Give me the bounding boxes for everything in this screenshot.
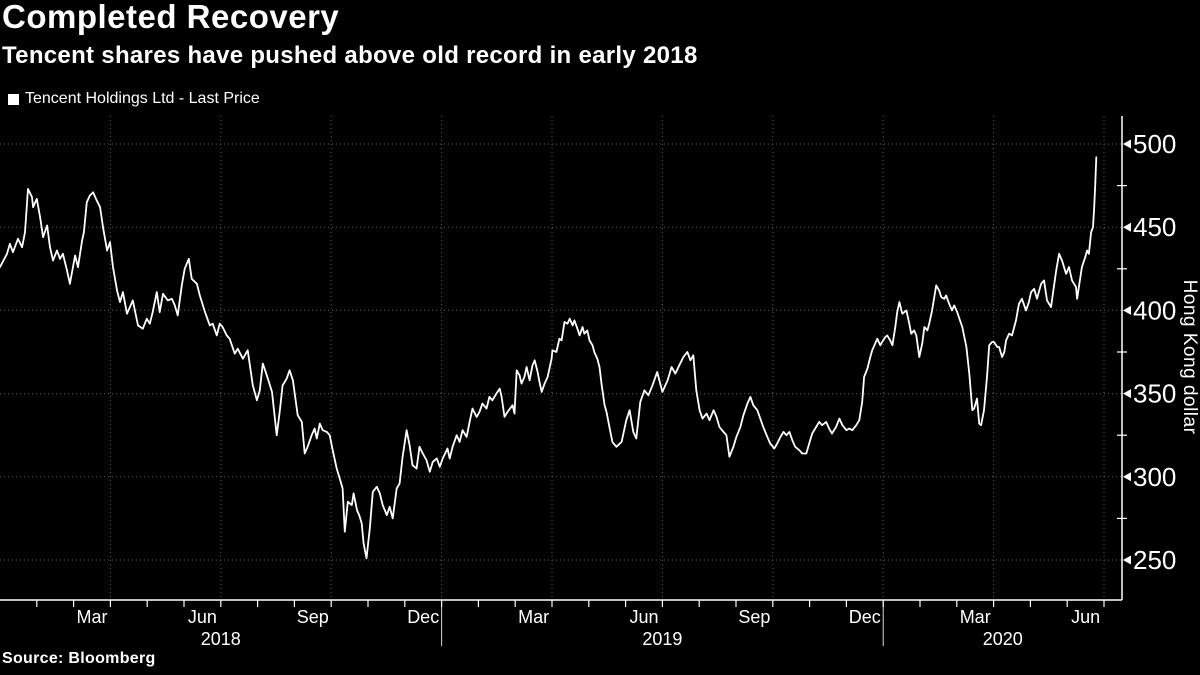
chart-title: Completed Recovery — [2, 0, 340, 35]
legend-label: Tencent Holdings Ltd - Last Price — [25, 90, 260, 107]
x-year-label: 2019 — [642, 629, 682, 649]
x-month-label: Mar — [960, 607, 991, 627]
x-month-label: Jun — [629, 607, 658, 627]
x-month-label: Dec — [849, 607, 881, 627]
y-tick-label: 450 — [1133, 212, 1176, 242]
y-tick-arrow-icon — [1123, 555, 1131, 565]
y-tick-label: 250 — [1133, 545, 1176, 575]
y-tick-label: 500 — [1133, 129, 1176, 159]
y-tick-arrow-icon — [1123, 222, 1131, 232]
x-month-label: Jun — [188, 607, 217, 627]
y-axis-title: Hong Kong dollar — [1179, 280, 1200, 435]
legend: Tencent Holdings Ltd - Last Price — [8, 90, 260, 108]
y-tick-arrow-icon — [1123, 389, 1131, 399]
y-tick-label: 300 — [1133, 462, 1176, 492]
x-year-label: 2018 — [201, 629, 241, 649]
x-month-label: Sep — [297, 607, 329, 627]
y-tick-arrow-icon — [1123, 139, 1131, 149]
chart-subtitle: Tencent shares have pushed above old rec… — [2, 42, 698, 69]
source-credit: Source: Bloomberg — [2, 650, 156, 667]
legend-swatch-icon — [8, 93, 19, 105]
x-month-label: Dec — [407, 607, 439, 627]
price-line — [0, 156, 1098, 560]
x-month-label: Mar — [518, 607, 549, 627]
y-tick-label: 400 — [1133, 295, 1176, 325]
y-tick-label: 350 — [1133, 379, 1176, 409]
x-year-label: 2020 — [983, 629, 1023, 649]
x-month-label: Sep — [738, 607, 770, 627]
x-month-label: Jun — [1071, 607, 1100, 627]
y-tick-arrow-icon — [1123, 305, 1131, 315]
y-tick-arrow-icon — [1123, 472, 1131, 482]
x-month-label: Mar — [77, 607, 108, 627]
